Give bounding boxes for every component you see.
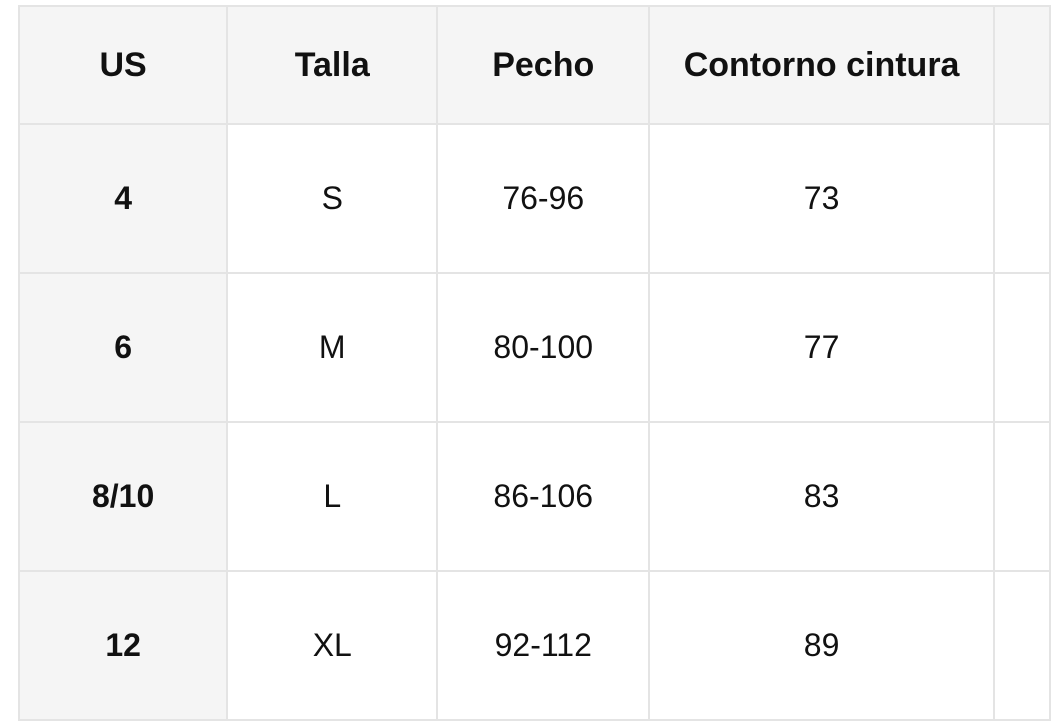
cell-pecho: 76-96 — [436, 123, 651, 274]
cell-talla: M — [226, 272, 439, 423]
cell-cintura: 89 — [648, 570, 995, 721]
cell-talla: XL — [226, 570, 439, 721]
cell-cintura: 83 — [648, 421, 995, 572]
cell-us: 12 — [17, 570, 229, 721]
table-row: 4 S 76-96 73 — [17, 123, 1051, 274]
header-cut-off — [993, 5, 1051, 125]
table-row: 6 M 80-100 77 — [17, 272, 1051, 423]
table-row: 12 XL 92-112 89 — [17, 570, 1051, 721]
cell-talla: S — [226, 123, 439, 274]
cell-us: 8/10 — [17, 421, 229, 572]
cell-pecho: 92-112 — [436, 570, 651, 721]
size-chart-table: US Talla Pecho Contorno cintura 4 S 76-9… — [17, 5, 1051, 721]
cell-cut-off — [993, 272, 1051, 423]
cell-cintura: 73 — [648, 123, 995, 274]
header-pecho: Pecho — [436, 5, 651, 125]
table-row: 8/10 L 86-106 83 — [17, 421, 1051, 572]
cell-us: 4 — [17, 123, 229, 274]
header-us: US — [17, 5, 229, 125]
cell-pecho: 80-100 — [436, 272, 651, 423]
cell-talla: L — [226, 421, 439, 572]
cell-cut-off — [993, 123, 1051, 274]
cell-us: 6 — [17, 272, 229, 423]
cell-pecho: 86-106 — [436, 421, 651, 572]
cell-cintura: 77 — [648, 272, 995, 423]
header-contorno-cintura: Contorno cintura — [648, 5, 995, 125]
cell-cut-off — [993, 570, 1051, 721]
header-talla: Talla — [226, 5, 439, 125]
header-row: US Talla Pecho Contorno cintura — [17, 5, 1051, 125]
cell-cut-off — [993, 421, 1051, 572]
